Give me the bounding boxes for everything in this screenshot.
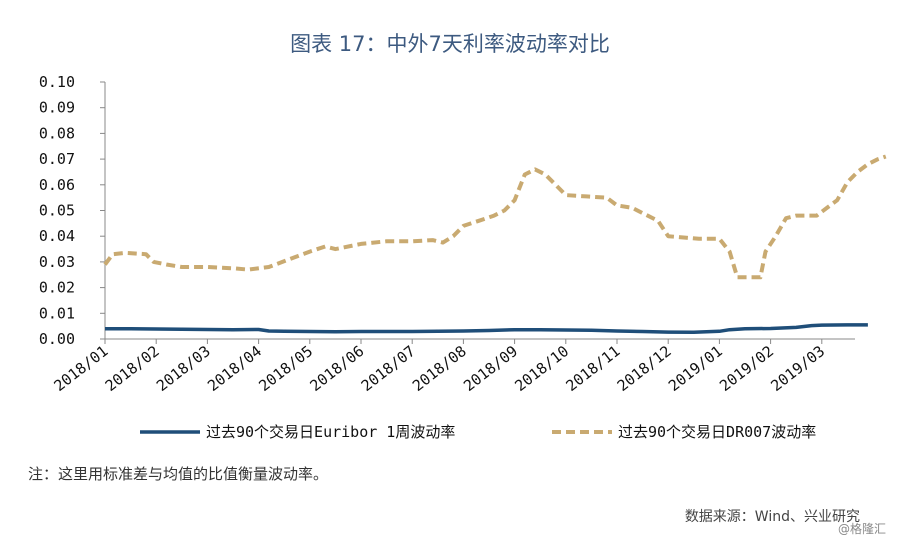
series-line-1 xyxy=(103,154,887,280)
y-tick-label: 0.05 xyxy=(39,202,75,220)
legend-label-1: 过去90个交易日DR007波动率 xyxy=(618,423,816,441)
x-tick-label: 2019/01 xyxy=(665,342,726,395)
x-tick-label: 2018/10 xyxy=(511,342,572,395)
x-tick-label: 2018/01 xyxy=(51,342,112,395)
chart-legend: 过去90个交易日Euribor 1周波动率 过去90个交易日DR007波动率 xyxy=(140,423,816,441)
y-tick-label: 0.06 xyxy=(39,176,75,194)
y-tick-label: 0.00 xyxy=(39,330,75,348)
x-tick-label: 2018/08 xyxy=(409,342,470,395)
watermark: @格隆汇 xyxy=(837,522,886,536)
series-lines xyxy=(103,154,887,335)
x-tick-label: 2019/02 xyxy=(716,342,777,395)
y-tick-label: 0.07 xyxy=(39,150,75,168)
y-tick-label: 0.03 xyxy=(39,253,75,271)
x-tick-label: 2018/11 xyxy=(563,342,624,395)
x-tick-label: 2019/03 xyxy=(767,342,828,395)
legend-label-0: 过去90个交易日Euribor 1周波动率 xyxy=(206,423,455,441)
x-tick-label: 2018/02 xyxy=(102,342,163,395)
x-tick-label: 2018/05 xyxy=(255,342,316,395)
y-tick-label: 0.08 xyxy=(39,124,75,142)
chart-axes xyxy=(104,82,855,340)
x-tick-label: 2018/12 xyxy=(614,342,675,395)
x-tick-label: 2018/09 xyxy=(460,342,521,395)
y-tick-label: 0.09 xyxy=(39,99,75,117)
x-tick-label: 2018/04 xyxy=(204,342,265,395)
x-tick-label: 2018/06 xyxy=(307,342,368,395)
y-tick-label: 0.10 xyxy=(39,73,75,91)
y-axis-ticks: 0.00 0.01 0.02 0.03 0.04 0.05 0.06 0.07 0.08 0.09… xyxy=(39,73,105,348)
y-tick-label: 0.01 xyxy=(39,304,75,322)
series-line-0 xyxy=(105,323,868,335)
x-axis-ticks: 2018/012018/022018/032018/042018/052018/… xyxy=(51,339,828,395)
y-tick-label: 0.04 xyxy=(39,227,75,245)
chart-title: 图表 17：中外7天利率波动率对比 xyxy=(290,32,610,56)
chart-footnote: 注：这里用标准差与均值的比值衡量波动率。 xyxy=(28,465,329,483)
x-tick-label: 2018/03 xyxy=(153,342,214,395)
data-source: 数据来源：Wind、兴业研究 xyxy=(684,509,860,525)
x-tick-label: 2018/07 xyxy=(358,342,419,395)
y-tick-label: 0.02 xyxy=(39,279,75,297)
